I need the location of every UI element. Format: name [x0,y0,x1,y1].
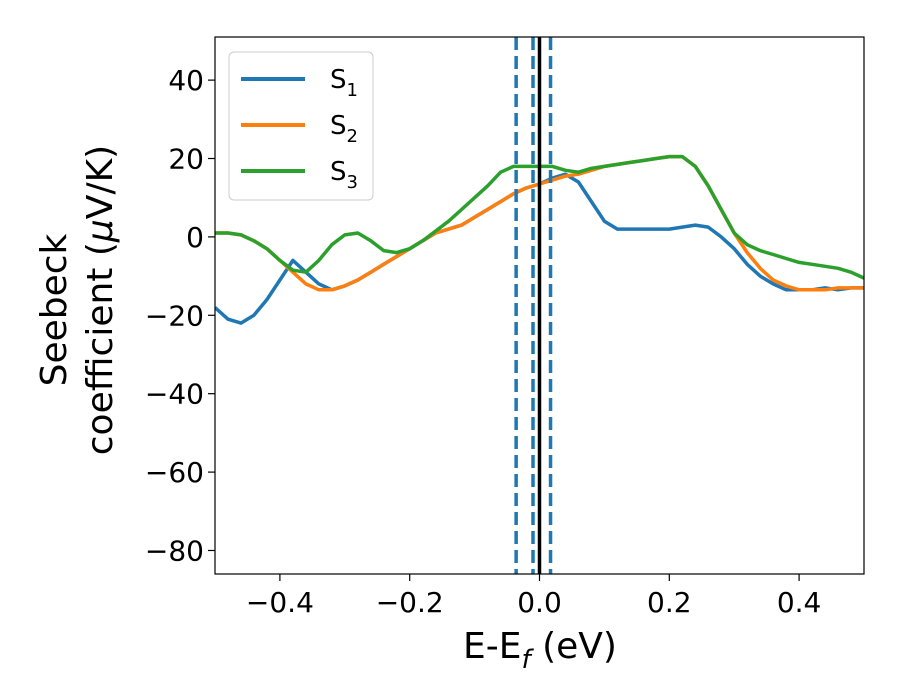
y-axis-title-coefficient: coefficient ( [80,242,121,455]
x-axis-title: E-Ef (eV) [463,626,617,675]
x-axis-title-unit: (eV) [531,626,617,667]
y-axis-title-line2: coefficient (μV/K) [80,145,121,455]
legend: S1 S2 S3 [228,51,374,201]
y-tick-label: −80 [145,534,204,567]
x-tick-label: −0.2 [376,586,444,619]
legend-label-2: S2 [330,111,358,147]
y-axis-title-unit: V/K) [80,145,121,219]
y-tick-label: 20 [168,143,204,176]
y-tick-label: 0 [186,221,204,254]
legend-label-3: S3 [330,157,358,193]
x-tick-label: 0.0 [517,586,562,619]
legend-label-1: S1 [330,65,358,101]
y-tick-label: −60 [145,456,204,489]
x-tick-label: 0.2 [647,586,692,619]
x-axis-title-main: E-E [463,626,521,667]
y-axis-title-line1: Seebeck [34,233,75,386]
x-tick-label: −0.4 [246,586,314,619]
fermi-lines [514,37,553,574]
x-tick-label: 0.4 [777,586,822,619]
x-axis: −0.4 −0.2 0.0 0.2 0.4 [246,574,821,619]
y-axis: −80 −60 −40 −20 0 20 40 [145,64,215,567]
y-tick-label: 40 [168,64,204,97]
y-axis-title-mu: μ [80,219,121,243]
y-tick-label: −20 [145,299,204,332]
y-tick-label: −40 [145,378,204,411]
